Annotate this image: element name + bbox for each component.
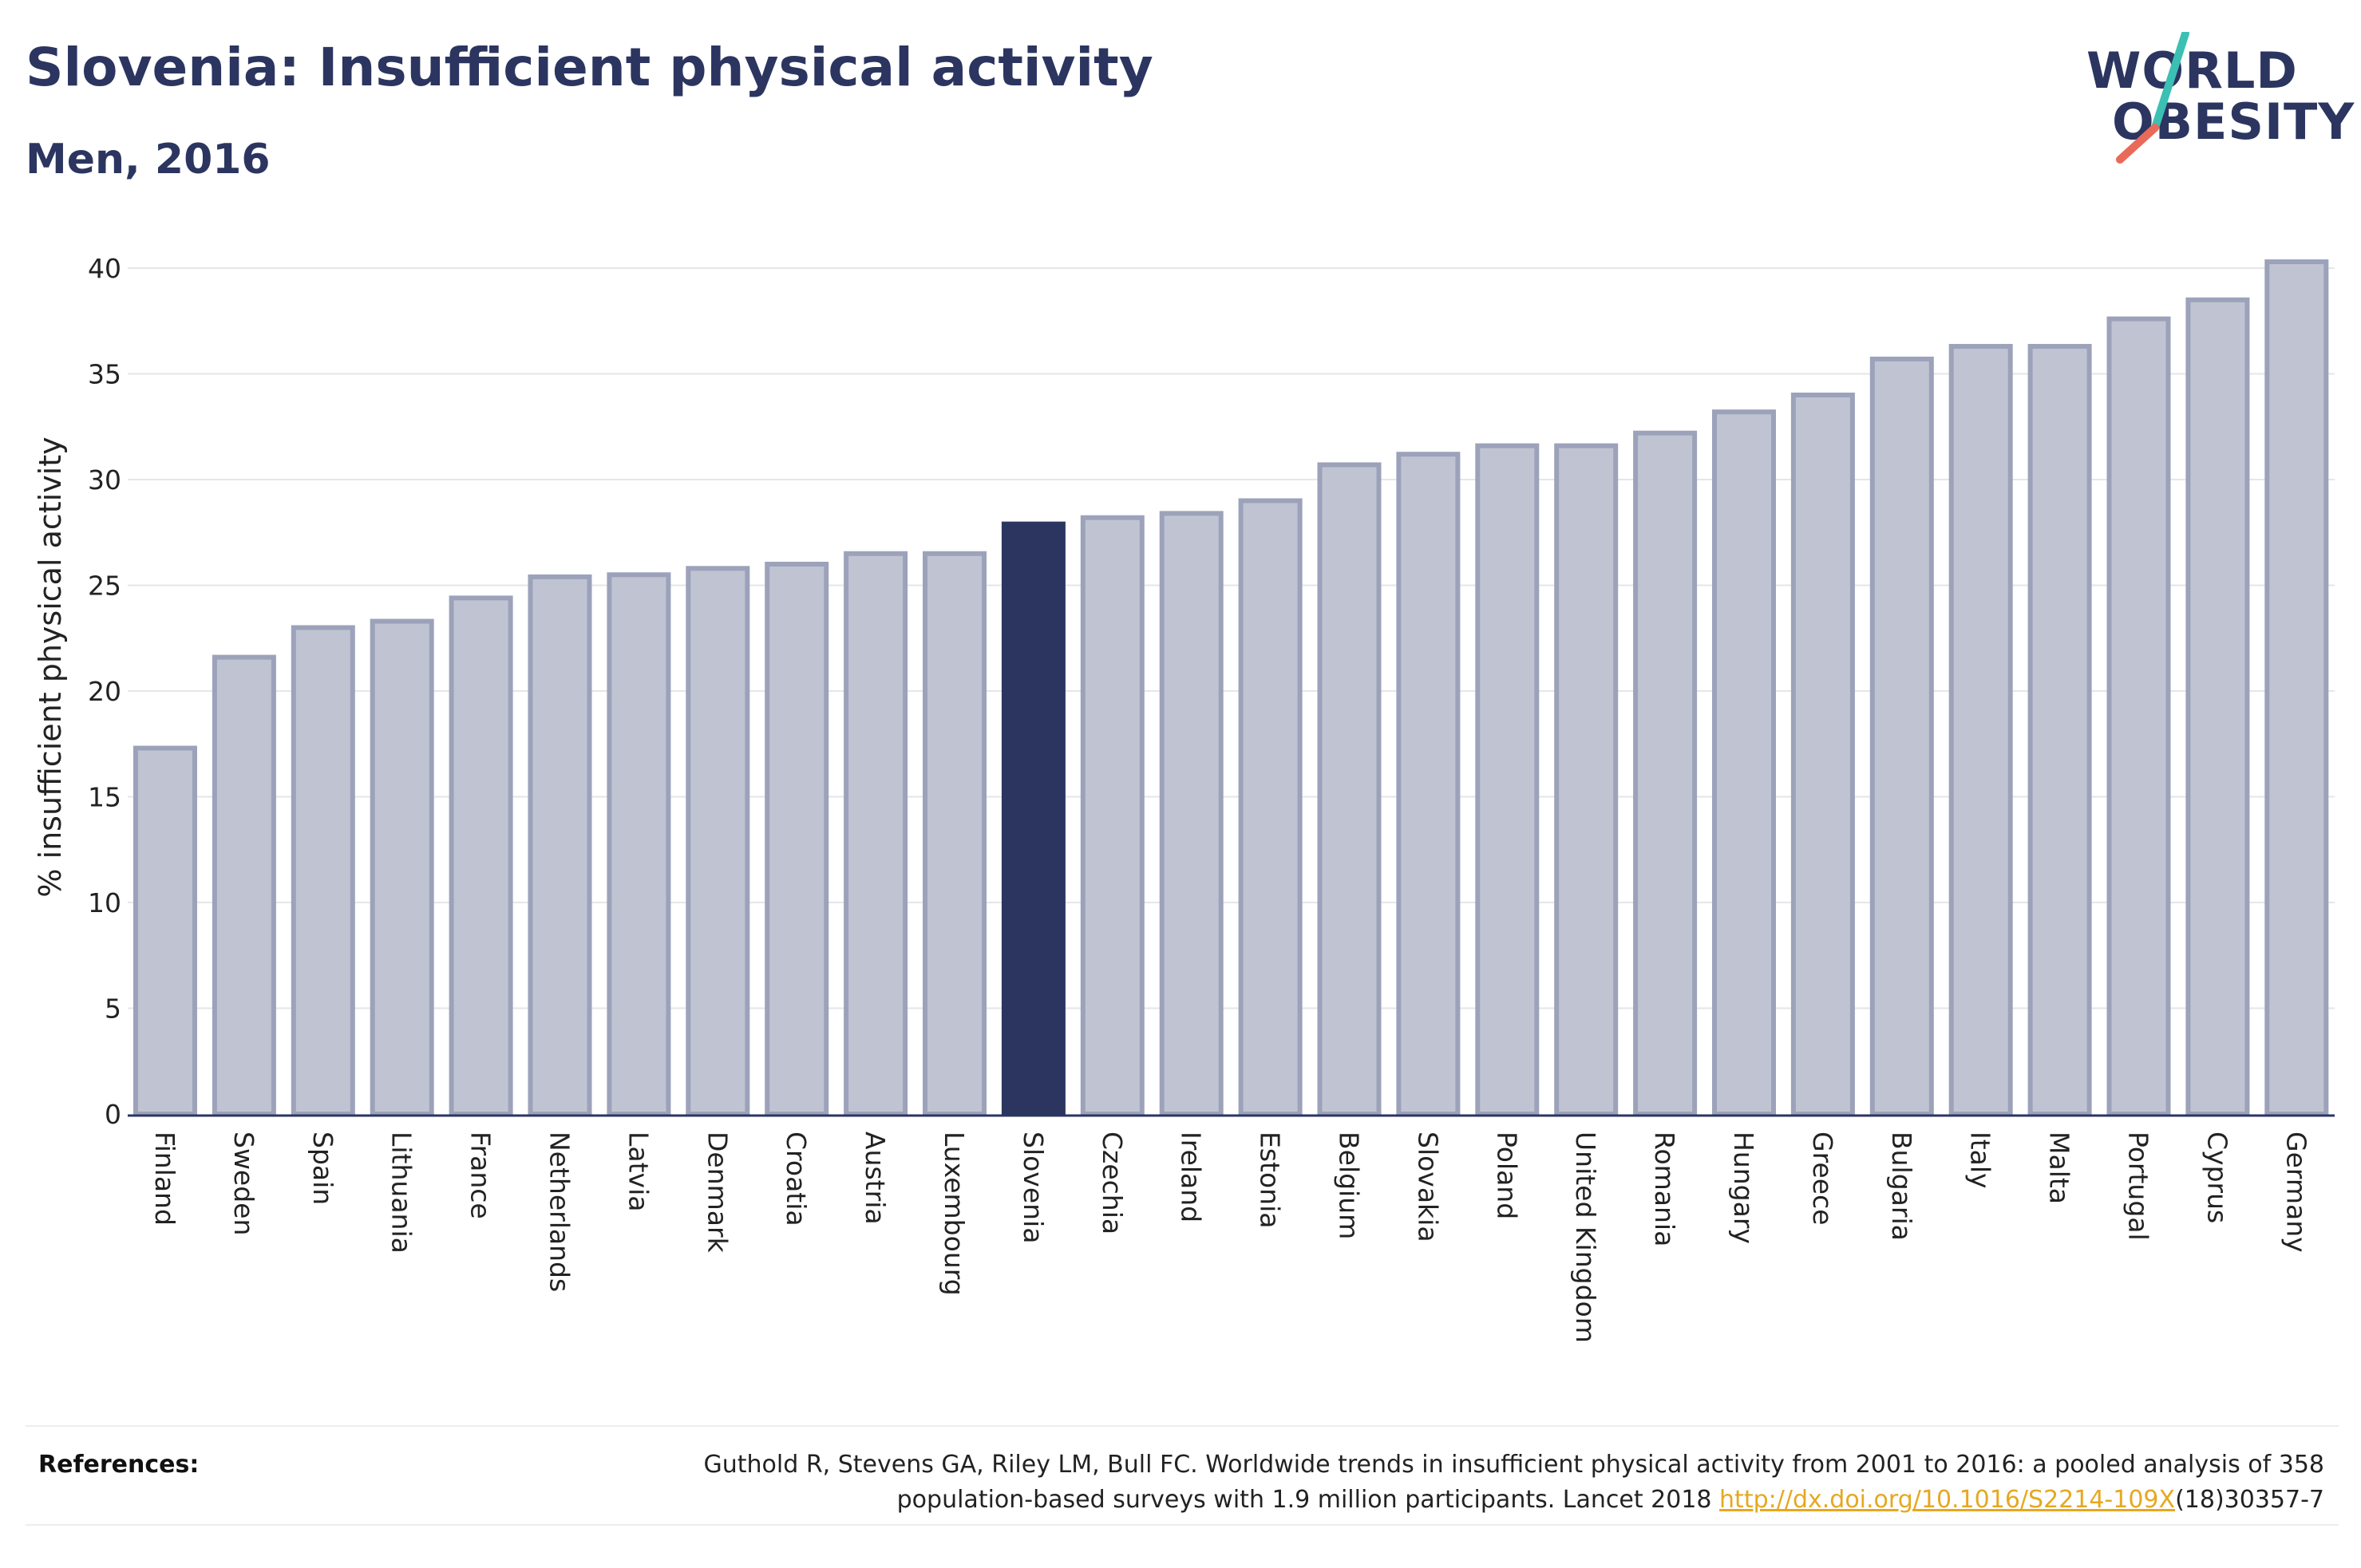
bar-romania: [1633, 430, 1698, 1116]
y-tick-label: 40: [88, 253, 121, 284]
references-bottom-rule: [26, 1524, 2339, 1526]
bar-denmark: [686, 566, 750, 1116]
bar-malta: [2027, 344, 2092, 1116]
bar-germany: [2264, 259, 2329, 1116]
x-tick-label: Hungary: [1728, 1132, 1759, 1244]
y-tick-label: 0: [105, 1099, 121, 1130]
y-tick-label: 20: [88, 676, 121, 707]
bar-latvia: [607, 572, 671, 1116]
bar-poland: [1475, 443, 1540, 1116]
bar-hungary: [1712, 409, 1776, 1116]
chart-subtitle: Men, 2016: [26, 136, 271, 184]
bar-belgium: [1317, 462, 1382, 1116]
x-tick-label: Poland: [1491, 1132, 1522, 1219]
bar-netherlands: [528, 574, 592, 1116]
bar-estonia: [1238, 498, 1303, 1116]
x-tick-label: Cyprus: [2201, 1132, 2232, 1223]
references-label: References:: [38, 1451, 200, 1479]
bar-austria: [844, 551, 908, 1116]
x-tick-label: Germany: [2280, 1132, 2312, 1253]
y-axis-label: % insufficient physical activity: [33, 436, 68, 897]
bar-italy: [1948, 344, 2013, 1116]
bar-finland: [133, 745, 197, 1116]
x-tick-label: Bulgaria: [1886, 1132, 1917, 1241]
bar-czechia: [1080, 515, 1145, 1116]
references-text: Guthold R, Stevens GA, Riley LM, Bull FC…: [608, 1448, 2324, 1518]
y-tick-label: 10: [88, 887, 121, 918]
bar-chart: 0 5 10 15 20 25 30 35 40 Finland Sweden Spain Lithu…: [33, 253, 2335, 1343]
x-tick-label: Netherlands: [544, 1132, 575, 1292]
y-tick-label: 5: [105, 993, 121, 1025]
bar-bulgaria: [1869, 356, 1934, 1116]
bar-ireland: [1159, 511, 1224, 1116]
x-tick-label: Slovakia: [1412, 1132, 1443, 1242]
x-tick-label: Slovenia: [1018, 1132, 1049, 1243]
y-tick-label: 25: [88, 571, 121, 602]
bar-cyprus: [2185, 297, 2250, 1116]
y-tick-label: 35: [88, 359, 121, 390]
reference-line-2-suffix: (18)30357-7: [2175, 1486, 2324, 1514]
x-tick-label: Latvia: [623, 1132, 654, 1211]
bar-portugal: [2106, 316, 2171, 1117]
x-tick-label: Croatia: [781, 1132, 812, 1226]
x-tick-labels: Finland Sweden Spain Lithuania France Netherl…: [149, 1132, 2312, 1343]
reference-line-2-prefix: population-based surveys with 1.9 millio…: [896, 1486, 1720, 1514]
bar-slovakia: [1396, 452, 1461, 1116]
x-tick-label: Portugal: [2123, 1132, 2154, 1241]
bar-greece: [1790, 393, 1855, 1116]
x-tick-label: Lithuania: [386, 1132, 417, 1254]
y-tick-labels: 0 5 10 15 20 25 30 35 40: [88, 253, 121, 1130]
bar-france: [449, 595, 513, 1116]
world-obesity-logo: WORLD OBESITY: [2075, 32, 2354, 176]
logo-slash-icon: [2116, 32, 2189, 164]
bar-spain: [291, 625, 355, 1116]
bar-lithuania: [370, 618, 434, 1116]
logo-word-world: WORLD: [2086, 41, 2298, 100]
y-tick-label: 15: [88, 782, 121, 813]
reference-doi-link[interactable]: http://dx.doi.org/10.1016/S2214-109X: [1719, 1486, 2176, 1514]
x-tick-label: Italy: [1965, 1132, 1996, 1189]
x-tick-label: Czechia: [1097, 1132, 1128, 1234]
reference-line-1: Guthold R, Stevens GA, Riley LM, Bull FC…: [703, 1451, 2324, 1479]
chart-title: Slovenia: Insufficient physical activity: [26, 37, 1153, 98]
x-tick-label: Estonia: [1255, 1132, 1286, 1228]
bar-slovenia: [1001, 521, 1066, 1116]
x-tick-label: Luxembourg: [939, 1132, 970, 1296]
reference-line-2: population-based surveys with 1.9 millio…: [608, 1483, 2324, 1518]
x-tick-label: Spain: [307, 1132, 338, 1205]
bar-croatia: [765, 562, 829, 1116]
x-tick-label: Greece: [1807, 1132, 1838, 1225]
logo-word-obesity: OBESITY: [2112, 93, 2355, 151]
x-tick-label: Austria: [860, 1132, 891, 1225]
x-tick-label: United Kingdom: [1570, 1132, 1601, 1343]
references-top-rule: [26, 1425, 2339, 1427]
bar-sweden: [212, 654, 276, 1116]
x-tick-label: Denmark: [702, 1132, 733, 1254]
bars: [133, 259, 2329, 1117]
x-tick-label: France: [465, 1132, 496, 1219]
x-tick-label: Romania: [1649, 1132, 1680, 1246]
x-tick-label: Ireland: [1176, 1132, 1207, 1222]
x-tick-label: Sweden: [228, 1132, 259, 1235]
x-tick-label: Malta: [2044, 1132, 2075, 1204]
bar-united-kingdom: [1554, 443, 1619, 1116]
bar-luxembourg: [923, 551, 987, 1116]
y-tick-label: 30: [88, 464, 121, 496]
x-tick-label: Finland: [149, 1132, 180, 1226]
x-tick-label: Belgium: [1334, 1132, 1365, 1239]
